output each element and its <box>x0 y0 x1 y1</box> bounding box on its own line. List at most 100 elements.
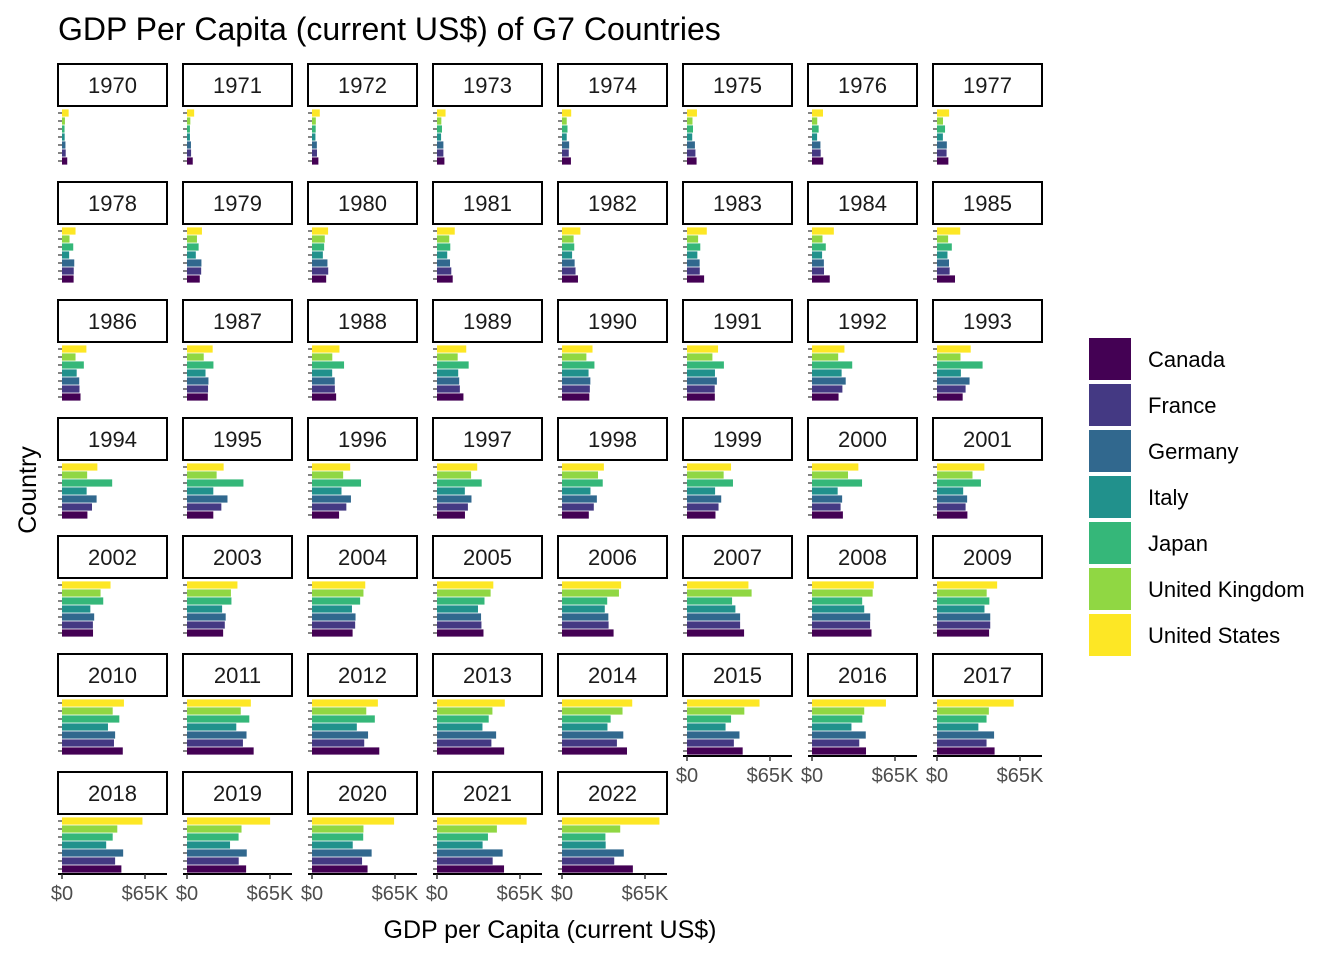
bar-canada <box>437 393 464 401</box>
x-tick-label: $65K <box>122 883 169 905</box>
bar-united-states <box>62 109 69 117</box>
panel-strip <box>807 299 918 343</box>
panel-strip-label: 1976 <box>838 73 887 98</box>
bar-japan <box>562 361 595 369</box>
bar-italy <box>312 251 323 259</box>
bar-canada <box>937 747 995 755</box>
panel-1999: 1999 <box>682 417 793 519</box>
panel-strip <box>307 535 418 579</box>
panel-strip-label: 1972 <box>338 73 387 98</box>
x-tick-label: $65K <box>622 883 669 905</box>
bar-italy <box>187 605 223 613</box>
panel-strip <box>432 771 543 815</box>
bar-italy <box>187 133 190 141</box>
bar-japan <box>812 597 863 605</box>
panel-2013: 2013 <box>432 653 543 755</box>
bar-germany <box>687 377 717 385</box>
bar-united-states <box>437 109 446 117</box>
bar-japan <box>437 715 489 723</box>
bar-canada <box>812 511 843 519</box>
panel-strip-label: 2001 <box>963 427 1012 452</box>
panel-strip <box>57 299 168 343</box>
panel-2022: 2022 $0 $65K <box>551 771 669 905</box>
bar-france <box>437 503 468 511</box>
legend-key-canada <box>1089 338 1131 380</box>
panel-strip-label: 1975 <box>713 73 762 98</box>
bar-france <box>687 149 696 157</box>
panel-strip <box>682 653 793 697</box>
legend-label: France <box>1148 393 1216 418</box>
bar-france <box>437 267 452 275</box>
bar-canada <box>562 865 633 873</box>
bar-france <box>187 739 243 747</box>
panel-strip <box>557 417 668 461</box>
panel-strip <box>932 181 1043 225</box>
bar-france <box>562 385 590 393</box>
bar-italy <box>437 369 459 377</box>
panels-group: 1970 1971 1972 1973 1974 1975 1976 1977 1978 1979… <box>51 63 1044 905</box>
panel-strip <box>57 771 168 815</box>
bar-united-states <box>937 463 985 471</box>
bar-united-kingdom <box>187 235 197 243</box>
panel-strip <box>432 63 543 107</box>
panel-strip-label: 1990 <box>588 309 637 334</box>
panel-1997: 1997 <box>432 417 543 519</box>
bar-france <box>812 503 841 511</box>
legend-key-united-kingdom <box>1089 568 1131 610</box>
bar-canada <box>437 511 465 519</box>
bar-italy <box>937 605 985 613</box>
bar-germany <box>187 613 226 621</box>
bar-germany <box>187 377 209 385</box>
bar-canada <box>187 157 193 165</box>
panel-2011: 2011 <box>182 653 293 755</box>
bar-france <box>437 385 460 393</box>
bar-united-kingdom <box>437 825 497 833</box>
x-tick-label: $0 <box>301 883 323 905</box>
bar-united-kingdom <box>312 825 364 833</box>
bar-italy <box>312 605 352 613</box>
panel-strip-label: 1970 <box>88 73 137 98</box>
bar-united-states <box>187 463 224 471</box>
panel-strip <box>432 535 543 579</box>
x-tick-label: $0 <box>926 765 948 787</box>
bar-italy <box>437 723 483 731</box>
bar-canada <box>62 629 94 637</box>
x-tick-label: $0 <box>551 883 573 905</box>
legend-label: United States <box>1148 623 1280 648</box>
panel-strip-label: 2007 <box>713 545 762 570</box>
panel-strip-label: 2018 <box>88 781 137 806</box>
bar-france <box>937 739 987 747</box>
bar-france <box>312 621 356 629</box>
bar-united-states <box>62 227 76 235</box>
bar-france <box>312 739 365 747</box>
bar-italy <box>937 487 964 495</box>
bar-germany <box>187 495 228 503</box>
panel-2017: 2017 $0 $65K <box>926 653 1044 787</box>
bar-france <box>312 503 347 511</box>
bar-united-kingdom <box>812 707 865 715</box>
bar-japan <box>562 715 611 723</box>
bar-germany <box>437 495 472 503</box>
bar-united-states <box>312 817 395 825</box>
bar-united-kingdom <box>187 707 241 715</box>
panel-strip-label: 2005 <box>463 545 512 570</box>
bar-france <box>437 621 482 629</box>
bar-canada <box>312 157 319 165</box>
bar-united-kingdom <box>562 353 587 361</box>
bar-united-kingdom <box>187 471 217 479</box>
bar-canada <box>562 511 589 519</box>
bar-united-kingdom <box>937 471 973 479</box>
bar-united-states <box>187 345 213 353</box>
bar-germany <box>62 141 66 149</box>
x-tick-label: $0 <box>176 883 198 905</box>
bar-germany <box>937 141 947 149</box>
bar-italy <box>687 133 693 141</box>
bar-italy <box>312 133 316 141</box>
bar-france <box>937 385 966 393</box>
legend-label: Canada <box>1148 347 1226 372</box>
bar-canada <box>437 747 505 755</box>
bar-japan <box>937 597 990 605</box>
bar-canada <box>312 511 340 519</box>
panel-1998: 1998 <box>557 417 668 519</box>
bar-united-kingdom <box>937 707 989 715</box>
